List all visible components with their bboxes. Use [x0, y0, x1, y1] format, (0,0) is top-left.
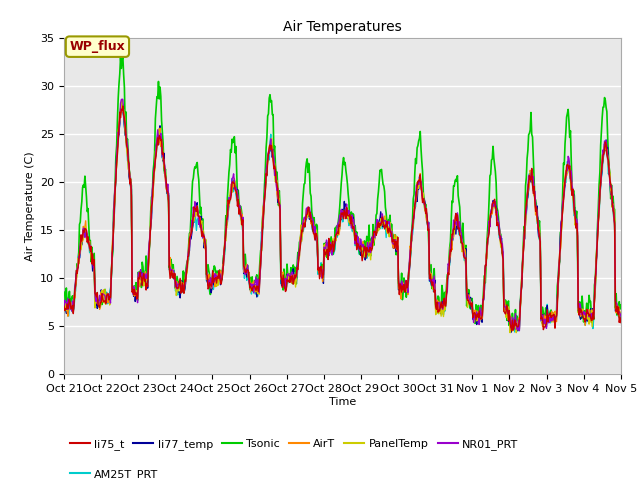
li77_temp: [507, 330, 515, 336]
AirT: [70, 293, 78, 299]
li77_temp: [70, 294, 78, 300]
AM25T_PRT: [185, 257, 193, 263]
li77_temp: [60, 307, 68, 313]
Line: AirT: AirT: [64, 101, 621, 329]
Tsonic: [508, 326, 515, 332]
Title: Air Temperatures: Air Temperatures: [283, 21, 402, 35]
X-axis label: Time: Time: [329, 397, 356, 407]
PanelTemp: [428, 275, 435, 281]
AirT: [214, 278, 222, 284]
li75_t: [70, 300, 78, 306]
NR01_PRT: [428, 277, 435, 283]
Tsonic: [128, 282, 136, 288]
AM25T_PRT: [511, 329, 518, 335]
PanelTemp: [185, 248, 193, 254]
li77_temp: [617, 319, 625, 324]
Line: Tsonic: Tsonic: [64, 57, 621, 329]
AM25T_PRT: [128, 287, 136, 293]
li75_t: [60, 303, 68, 309]
AM25T_PRT: [428, 282, 435, 288]
Tsonic: [119, 54, 127, 60]
Line: li75_t: li75_t: [64, 106, 621, 331]
li77_temp: [118, 97, 126, 103]
PanelTemp: [70, 299, 78, 304]
NR01_PRT: [128, 285, 136, 290]
AirT: [128, 285, 136, 291]
li75_t: [508, 328, 515, 334]
Tsonic: [60, 289, 68, 295]
Tsonic: [411, 170, 419, 176]
Line: li77_temp: li77_temp: [64, 100, 621, 333]
AirT: [513, 326, 521, 332]
NR01_PRT: [70, 299, 78, 304]
NR01_PRT: [515, 328, 523, 334]
Tsonic: [214, 270, 222, 276]
li75_t: [411, 202, 419, 208]
li77_temp: [214, 273, 222, 279]
li77_temp: [411, 205, 419, 211]
li75_t: [428, 278, 435, 284]
li77_temp: [185, 251, 193, 256]
li75_t: [214, 276, 222, 281]
NR01_PRT: [60, 306, 68, 312]
PanelTemp: [411, 204, 419, 210]
NR01_PRT: [118, 96, 126, 102]
Tsonic: [185, 242, 193, 248]
PanelTemp: [118, 97, 126, 103]
AirT: [185, 245, 193, 251]
li75_t: [185, 253, 193, 259]
AirT: [60, 303, 68, 309]
Y-axis label: Air Temperature (C): Air Temperature (C): [24, 152, 35, 261]
AM25T_PRT: [70, 305, 78, 311]
AirT: [118, 98, 126, 104]
li75_t: [128, 289, 136, 295]
AirT: [428, 271, 435, 276]
PanelTemp: [513, 330, 520, 336]
Tsonic: [617, 302, 625, 308]
Line: NR01_PRT: NR01_PRT: [64, 99, 621, 331]
li75_t: [617, 320, 625, 325]
AM25T_PRT: [119, 101, 127, 107]
AM25T_PRT: [60, 309, 68, 315]
AirT: [411, 204, 419, 210]
AM25T_PRT: [214, 272, 222, 278]
PanelTemp: [214, 282, 222, 288]
Tsonic: [70, 303, 78, 309]
NR01_PRT: [411, 203, 419, 208]
li77_temp: [428, 279, 435, 285]
PanelTemp: [60, 302, 68, 308]
li75_t: [119, 103, 127, 109]
AM25T_PRT: [617, 312, 625, 318]
li77_temp: [128, 287, 136, 293]
NR01_PRT: [185, 247, 193, 252]
Legend: AM25T_PRT: AM25T_PRT: [70, 469, 158, 480]
Tsonic: [428, 262, 435, 267]
NR01_PRT: [617, 313, 625, 319]
PanelTemp: [128, 288, 136, 294]
AirT: [617, 312, 625, 318]
PanelTemp: [617, 311, 625, 317]
Line: AM25T_PRT: AM25T_PRT: [64, 104, 621, 332]
Line: PanelTemp: PanelTemp: [64, 100, 621, 333]
NR01_PRT: [214, 275, 222, 281]
Text: WP_flux: WP_flux: [70, 40, 125, 53]
AM25T_PRT: [411, 204, 419, 210]
